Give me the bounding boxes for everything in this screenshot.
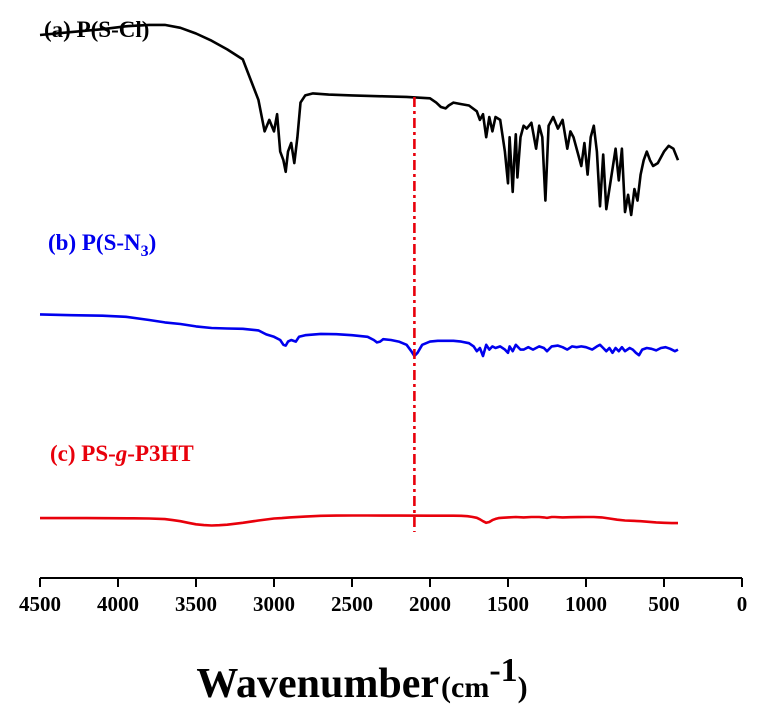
x-tick-label: 3000 <box>253 592 295 616</box>
x-tick-label: 2000 <box>409 592 451 616</box>
series-layer <box>39 23 680 532</box>
series-line-a <box>39 23 680 217</box>
series-line-b <box>39 313 679 358</box>
series-labels: (a) P(S-Cl) (b) P(S-N3) (c) PS-g-P3HT <box>44 17 194 466</box>
x-tick-label: 4500 <box>19 592 61 616</box>
series-label-c: (c) PS-g-P3HT <box>50 441 194 466</box>
x-tick-label: 2500 <box>331 592 373 616</box>
x-axis-label: Wavenumber(cm-1) <box>196 652 527 707</box>
x-axis-ticks: 4500 4000 3500 3000 2500 2000 1500 1000 500 0 <box>19 578 747 616</box>
series-label-b: (b) P(S-N3) <box>48 230 156 260</box>
x-tick-label: 1500 <box>487 592 529 616</box>
series-label-a: (a) P(S-Cl) <box>44 17 149 42</box>
series-line-c <box>40 514 678 527</box>
x-tick-label: 1000 <box>565 592 607 616</box>
x-tick-label: 0 <box>737 592 748 616</box>
x-tick-label: 500 <box>648 592 680 616</box>
x-tick-label: 4000 <box>97 592 139 616</box>
x-tick-label: 3500 <box>175 592 217 616</box>
